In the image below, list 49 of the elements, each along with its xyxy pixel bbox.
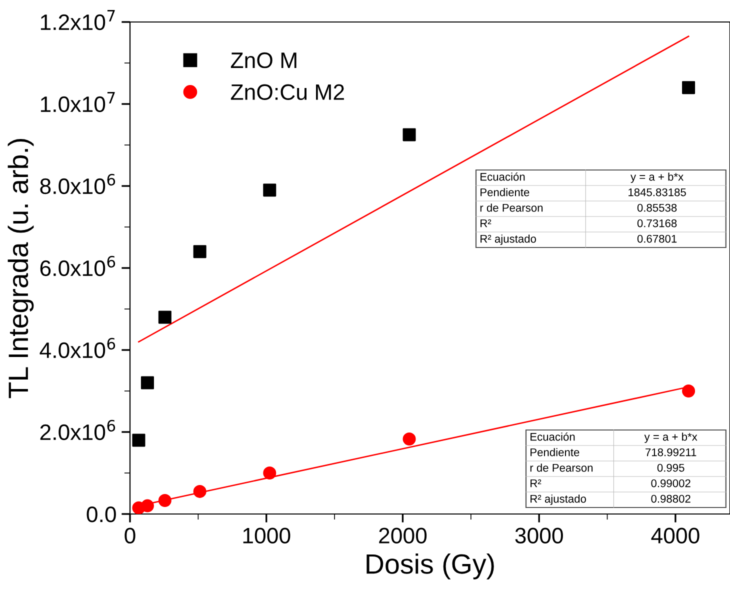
legend-label: ZnO:Cu M2 bbox=[230, 84, 344, 100]
annotation: Ecuación bbox=[530, 432, 575, 441]
annotation: 0.73168 bbox=[637, 219, 677, 228]
annotation: y = a + b*x bbox=[644, 432, 698, 443]
annotation: 0.85538 bbox=[637, 204, 677, 212]
y-tick-label: 4.0x10$^{6}$ bbox=[40, 338, 116, 358]
annotation: 0.67801 bbox=[637, 234, 677, 243]
y-tick-label: 0.0 bbox=[86, 506, 116, 522]
y-tick-label: 8.0x10$^{6}$ bbox=[40, 174, 116, 194]
x-axis-title: Dosis (Gy) bbox=[366, 553, 494, 580]
point bbox=[682, 384, 696, 398]
point bbox=[402, 128, 416, 142]
annotation: r de Pearson bbox=[480, 204, 543, 212]
annotation: Pendiente bbox=[480, 188, 530, 196]
annotation: 718.99211 bbox=[646, 448, 696, 456]
annotation: Ecuación bbox=[480, 172, 525, 181]
x-tick-label: 1000 bbox=[243, 528, 290, 544]
point bbox=[263, 466, 276, 480]
annotation: R² ajustado bbox=[530, 494, 586, 505]
point bbox=[158, 310, 172, 324]
point bbox=[682, 81, 696, 94]
point bbox=[193, 245, 206, 258]
x-tick-label: 0 bbox=[124, 528, 136, 544]
point bbox=[158, 494, 172, 507]
point bbox=[140, 499, 154, 512]
point bbox=[263, 184, 276, 197]
y-tick-label: 6.0x10$^{6}$ bbox=[40, 256, 116, 276]
annotation: Pendiente bbox=[530, 448, 580, 456]
point bbox=[402, 432, 416, 446]
point bbox=[193, 484, 206, 498]
x-tick-label: 4000 bbox=[651, 528, 700, 544]
annotation: r de Pearson bbox=[530, 464, 593, 472]
annotation: 0.995 bbox=[657, 464, 684, 472]
point bbox=[132, 434, 146, 447]
x-tick-label: 3000 bbox=[515, 528, 563, 544]
annotation: y = a + b*x bbox=[630, 172, 684, 183]
annotation: 0.99002 bbox=[651, 479, 690, 488]
y-tick-label: 1.0x10$^{7}$ bbox=[40, 92, 115, 112]
y-tick-label: 2.0x10$^{6}$ bbox=[40, 420, 116, 440]
annotation: R² bbox=[480, 219, 492, 228]
y-axis-title: TL Integrada (u. arb.) bbox=[8, 138, 34, 398]
legend-label: ZnO M bbox=[230, 52, 296, 68]
annotation: R² ajustado bbox=[480, 234, 536, 245]
x-tick-label: 2000 bbox=[379, 528, 427, 544]
point bbox=[140, 376, 154, 390]
annotation: 1845.83185 bbox=[628, 188, 686, 196]
annotation: R² bbox=[530, 479, 542, 488]
y-tick-label: 1.2x10$^{7}$ bbox=[40, 10, 115, 30]
annotation: 0.98802 bbox=[651, 494, 690, 503]
